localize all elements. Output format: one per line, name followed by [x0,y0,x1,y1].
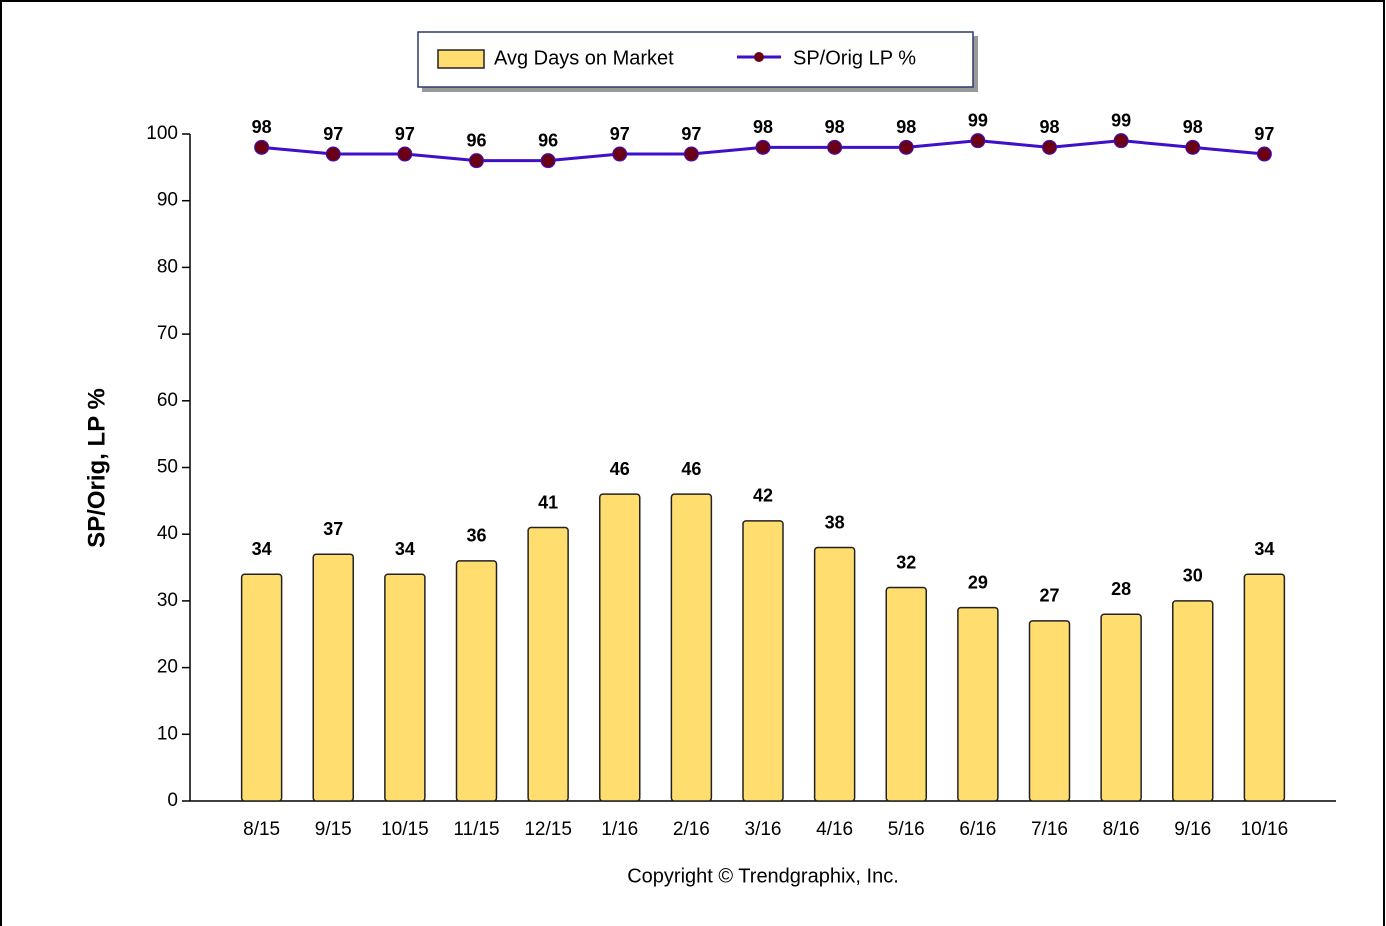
x-tick-label: 6/16 [959,819,996,840]
bar [670,493,713,802]
y-tick-label: 100 [146,123,178,144]
line-marker [325,146,341,162]
x-tick-label: 2/16 [673,819,710,840]
line-value-label: 97 [323,124,343,144]
bar [599,493,641,802]
bar-value-label: 46 [610,459,630,479]
line-marker [469,153,484,169]
bar [455,560,498,802]
bar-value-label: 27 [1039,586,1059,606]
bar [885,586,927,802]
bar-value-label: 29 [968,572,988,592]
bar-value-label: 34 [1254,539,1274,559]
bar-value-label: 37 [323,519,343,539]
bar-value-label: 38 [825,512,845,532]
line-marker [755,139,771,155]
line-marker [397,146,413,162]
line-marker [612,146,628,162]
line-marker [1042,139,1057,155]
line-marker [1113,133,1129,149]
bar [240,573,283,802]
line-marker [683,146,699,162]
y-tick-label: 60 [157,390,178,411]
bar [742,520,784,802]
bar-value-label: 30 [1183,566,1203,586]
line-value-label: 99 [968,110,988,130]
line-value-label: 99 [1111,110,1131,130]
x-tick-label: 10/16 [1241,819,1289,840]
line-marker [827,139,843,155]
x-tick-label: 9/15 [315,819,352,840]
y-tick-label: 20 [157,657,178,678]
x-tick-label: 11/15 [453,819,499,840]
legend-marker [754,52,764,62]
legend [417,31,974,88]
bar [527,526,569,802]
line-value-label: 97 [610,124,630,144]
x-tick-label: 10/15 [381,819,429,840]
y-tick-label: 10 [157,723,178,744]
line-value-label: 98 [1039,117,1059,137]
x-tick-label: 9/16 [1174,819,1211,840]
y-tick-label: 0 [167,790,178,811]
bar-value-label: 42 [753,486,773,506]
line-value-label: 98 [896,117,916,137]
line-marker [540,153,556,169]
bar-value-label: 41 [538,492,558,512]
y-tick-label: 80 [157,256,178,277]
bar-value-label: 32 [896,552,916,572]
x-tick-label: 12/15 [524,819,572,840]
y-axis-title: SP/Orig, LP % [83,388,110,548]
bar [813,546,856,802]
line-value-label: 97 [395,124,415,144]
x-tick-label: 4/16 [816,819,853,840]
line-value-label: 97 [1254,124,1274,144]
y-tick-label: 40 [157,523,178,544]
bar [957,606,999,802]
y-tick-label: 50 [157,457,178,478]
line-value-label: 98 [252,117,272,137]
line-value-label: 98 [753,117,773,137]
x-tick-label: 5/16 [888,819,925,840]
x-tick-label: 7/16 [1031,819,1068,840]
legend-swatch [437,49,485,69]
bar-value-label: 36 [466,526,486,546]
y-tick-label: 70 [157,323,178,344]
legend-label: Avg Days on Market [494,47,674,69]
line-value-label: 96 [538,130,558,150]
line-value-label: 98 [825,117,845,137]
line-marker [898,139,914,155]
line-marker [1185,139,1201,155]
x-tick-label: 1/16 [601,819,638,840]
x-tick-label: 8/16 [1103,819,1140,840]
y-tick-label: 30 [157,590,178,611]
bar-value-label: 28 [1111,579,1131,599]
bar [312,553,354,802]
line-value-label: 98 [1183,117,1203,137]
bar-value-label: 34 [252,539,272,559]
line-marker [970,133,986,149]
bar-value-label: 34 [395,539,415,559]
bar [1028,620,1071,802]
line-value-label: 96 [466,130,486,150]
line-value-label: 97 [681,124,701,144]
legend-label: SP/Orig LP % [793,47,916,69]
bar [1172,600,1214,802]
y-tick-label: 90 [157,190,178,211]
bar [1243,573,1286,802]
bar [1100,613,1142,802]
bar-value-label: 46 [681,459,701,479]
bar [384,573,426,802]
x-tick-label: 8/15 [243,819,280,840]
line-marker [1256,146,1272,162]
x-tick-label: 3/16 [745,819,782,840]
line-marker [254,139,270,155]
copyright: Copyright © Trendgraphix, Inc. [627,865,899,887]
